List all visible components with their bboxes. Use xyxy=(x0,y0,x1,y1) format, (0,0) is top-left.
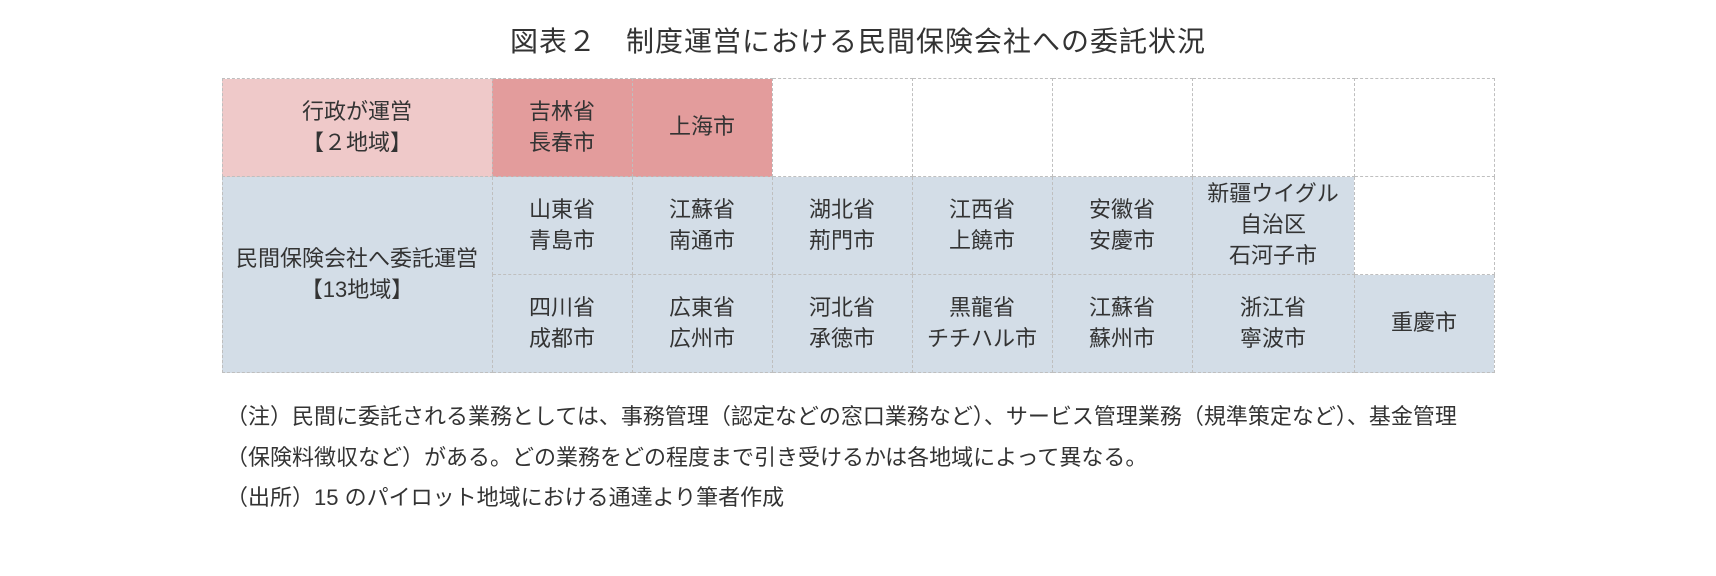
region-cell: 河北省承徳市 xyxy=(772,275,912,373)
region-cell: 江蘇省南通市 xyxy=(632,177,772,275)
empty-cell xyxy=(1354,177,1494,275)
region-cell: 新疆ウイグル自治区石河子市 xyxy=(1192,177,1354,275)
region-cell: 四川省成都市 xyxy=(492,275,632,373)
empty-cell xyxy=(912,79,1052,177)
table-row: 民間保険会社へ委託運営【13地域】 山東省青島市 江蘇省南通市 湖北省荊門市 江… xyxy=(222,177,1494,275)
notes-block: （注）民間に委託される業務としては、事務管理（認定などの窓口業務など）、サービス… xyxy=(188,397,1528,519)
region-table: 行政が運営【２地域】 吉林省長春市 上海市 民間保険会社へ委託運営【13地域】 … xyxy=(222,78,1495,373)
empty-cell xyxy=(772,79,912,177)
note-line: （保険料徴収など）がある。どの業務をどの程度まで引き受けるかは各地域によって異な… xyxy=(226,438,1528,479)
region-cell: 安徽省安慶市 xyxy=(1052,177,1192,275)
region-cell: 江蘇省蘇州市 xyxy=(1052,275,1192,373)
region-cell: 浙江省寧波市 xyxy=(1192,275,1354,373)
region-cell: 広東省広州市 xyxy=(632,275,772,373)
row-label-private: 民間保険会社へ委託運営【13地域】 xyxy=(222,177,492,373)
table-row: 行政が運営【２地域】 吉林省長春市 上海市 xyxy=(222,79,1494,177)
region-cell: 重慶市 xyxy=(1354,275,1494,373)
empty-cell xyxy=(1052,79,1192,177)
region-cell: 吉林省長春市 xyxy=(492,79,632,177)
note-line: （出所）15 のパイロット地域における通達より筆者作成 xyxy=(226,478,1528,519)
chart-title: 図表２ 制度運営における民間保険会社への委託状況 xyxy=(188,20,1528,60)
empty-cell xyxy=(1192,79,1354,177)
note-line: （注）民間に委託される業務としては、事務管理（認定などの窓口業務など）、サービス… xyxy=(226,397,1528,438)
region-cell: 山東省青島市 xyxy=(492,177,632,275)
row-label-gov: 行政が運営【２地域】 xyxy=(222,79,492,177)
region-cell: 江西省上饒市 xyxy=(912,177,1052,275)
region-cell: 湖北省荊門市 xyxy=(772,177,912,275)
region-cell: 黒龍省チチハル市 xyxy=(912,275,1052,373)
empty-cell xyxy=(1354,79,1494,177)
region-cell: 上海市 xyxy=(632,79,772,177)
